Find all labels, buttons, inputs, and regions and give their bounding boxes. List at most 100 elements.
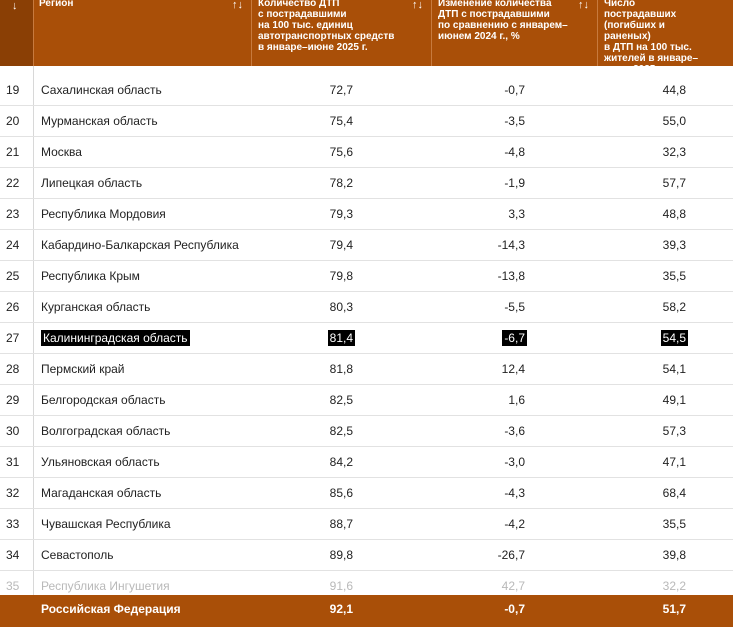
footer-col1: 92,1	[329, 602, 353, 616]
row-col1: 82,5	[329, 393, 353, 407]
region-column-header[interactable]: Регион ↑↓	[33, 0, 252, 66]
col1-header[interactable]: Количество ДТП с пострадавшими на 100 ты…	[252, 0, 432, 66]
row-col2: -13,8	[497, 269, 525, 283]
rank-column-header[interactable]: ↓	[0, 0, 34, 66]
row-region: Пермский край	[41, 362, 125, 376]
sort-icon[interactable]: ↑↓	[412, 0, 423, 11]
row-col3: 44,8	[662, 83, 686, 97]
footer-region: Российская Федерация	[41, 602, 181, 616]
row-rank: 24	[6, 238, 20, 252]
footer-col3: 51,7	[662, 602, 686, 616]
row-rank: 20	[6, 114, 20, 128]
col3-header[interactable]: Число пострадавших (погибших и раненых) …	[598, 0, 733, 75]
row-col3: 54,1	[662, 362, 686, 376]
row-region: Чувашская Республика	[41, 517, 171, 531]
row-rank: 25	[6, 269, 20, 283]
table-header: ↓ Регион ↑↓ Количество ДТП с пострадавши…	[0, 0, 733, 75]
region-header-label: Регион	[39, 0, 74, 9]
row-col1: 78,2	[329, 176, 353, 190]
sort-down-icon[interactable]: ↓	[12, 0, 18, 12]
row-region: Калининградская область	[41, 330, 190, 346]
row-col3: 57,7	[662, 176, 686, 190]
table-row: 34 Севастополь 89,8 -26,7 39,8	[0, 539, 733, 571]
row-col2: -4,8	[504, 145, 525, 159]
sort-icon[interactable]: ↑↓	[232, 0, 243, 11]
row-col1: 79,8	[329, 269, 353, 283]
row-col2: -0,7	[504, 83, 525, 97]
row-col3: 48,8	[662, 207, 686, 221]
table-row: 21 Москва 75,6 -4,8 32,3	[0, 136, 733, 168]
table-row: 27 Калининградская область 81,4 -6,7 54,5	[0, 322, 733, 354]
row-region: Кабардино-Балкарская Республика	[41, 238, 239, 252]
table-footer-total: Российская Федерация 92,1 -0,7 51,7	[0, 595, 733, 627]
col2-header[interactable]: Изменение количества ДТП с пострадавшими…	[432, 0, 598, 66]
row-region: Республика Крым	[41, 269, 140, 283]
row-col1: 82,5	[329, 424, 353, 438]
row-col2: 3,3	[508, 207, 525, 221]
row-col2: -3,5	[504, 114, 525, 128]
row-col3: 58,2	[662, 300, 686, 314]
row-col3: 39,8	[662, 548, 686, 562]
row-col2: -4,2	[504, 517, 525, 531]
row-col2: -4,3	[504, 486, 525, 500]
row-rank: 28	[6, 362, 20, 376]
row-col2: -5,5	[504, 300, 525, 314]
table-row: 29 Белгородская область 82,5 1,6 49,1	[0, 384, 733, 416]
row-region: Магаданская область	[41, 486, 162, 500]
row-col1: 80,3	[329, 300, 353, 314]
row-col2: -26,7	[497, 548, 525, 562]
table-row: 22 Липецкая область 78,2 -1,9 57,7	[0, 167, 733, 199]
row-region: Ульяновская область	[41, 455, 160, 469]
row-col1: 79,3	[329, 207, 353, 221]
row-rank: 23	[6, 207, 20, 221]
row-col3: 39,3	[662, 238, 686, 252]
row-col1: 79,4	[329, 238, 353, 252]
row-col2: -3,0	[504, 455, 525, 469]
row-col2: -1,9	[504, 176, 525, 190]
table-row: 28 Пермский край 81,8 12,4 54,1	[0, 353, 733, 385]
row-region: Севастополь	[41, 548, 114, 562]
table-row: 26 Курганская область 80,3 -5,5 58,2	[0, 291, 733, 323]
row-col3: 54,5	[660, 330, 688, 346]
row-rank: 31	[6, 455, 20, 469]
footer-col2: -0,7	[504, 602, 525, 616]
row-col1: 91,6	[329, 579, 353, 593]
row-rank: 35	[6, 579, 20, 593]
row-region: Липецкая область	[41, 176, 143, 190]
row-rank: 34	[6, 548, 20, 562]
row-col3: 32,3	[662, 145, 686, 159]
table-row: 30 Волгоградская область 82,5 -3,6 57,3	[0, 415, 733, 447]
row-col2: -3,6	[504, 424, 525, 438]
row-col1: 84,2	[329, 455, 353, 469]
row-rank: 26	[6, 300, 20, 314]
row-col3: 68,4	[662, 486, 686, 500]
row-col3: 32,2	[662, 579, 686, 593]
row-rank: 22	[6, 176, 20, 190]
table-row: 31 Ульяновская область 84,2 -3,0 47,1	[0, 446, 733, 478]
row-col3: 47,1	[662, 455, 686, 469]
row-col2: 12,4	[501, 362, 525, 376]
row-rank: 32	[6, 486, 20, 500]
table-row: 20 Мурманская область 75,4 -3,5 55,0	[0, 105, 733, 137]
row-col1: 81,8	[329, 362, 353, 376]
table-row: 24 Кабардино-Балкарская Республика 79,4 -14…	[0, 229, 733, 261]
row-rank: 30	[6, 424, 20, 438]
row-rank: 27	[6, 331, 20, 345]
row-col3: 57,3	[662, 424, 686, 438]
row-rank: 21	[6, 145, 20, 159]
sort-icon[interactable]: ↑↓	[578, 0, 589, 11]
row-col1: 75,6	[329, 145, 353, 159]
col3-header-label: Число пострадавших (погибших и раненых) …	[604, 0, 699, 75]
row-col3: 49,1	[662, 393, 686, 407]
row-rank: 29	[6, 393, 20, 407]
row-region: Республика Мордовия	[41, 207, 166, 221]
table-row: 32 Магаданская область 85,6 -4,3 68,4	[0, 477, 733, 509]
table-row: 23 Республика Мордовия 79,3 3,3 48,8	[0, 198, 733, 230]
row-col1: 89,8	[329, 548, 353, 562]
table-row: 19 Сахалинская область 72,7 -0,7 44,8	[0, 74, 733, 106]
row-region: Курганская область	[41, 300, 151, 314]
row-region: Сахалинская область	[41, 83, 162, 97]
row-col2: -14,3	[497, 238, 525, 252]
row-col3: 35,5	[662, 269, 686, 283]
row-col2: -6,7	[502, 330, 527, 346]
